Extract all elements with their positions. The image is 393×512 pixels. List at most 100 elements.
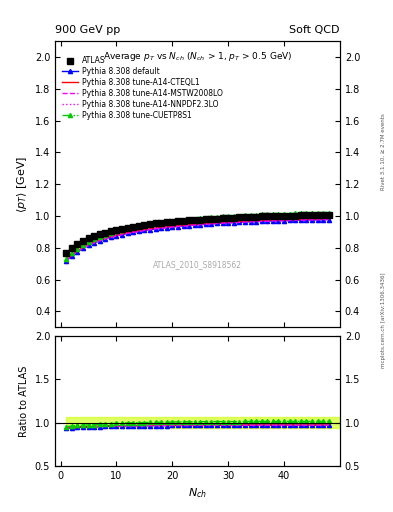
Pythia 8.308 default [220, 220, 225, 226]
ATLAS [293, 212, 298, 219]
Pythia 8.308 tune-A14-CTEQL1 [153, 225, 158, 231]
Pythia 8.308 tune-A14-NNPDF2.3LO [209, 221, 214, 227]
Pythia 8.308 default [125, 230, 130, 237]
ATLAS [287, 212, 292, 219]
Pythia 8.308 tune-A14-MSTW2008LO [237, 219, 242, 225]
Pythia 8.308 tune-A14-MSTW2008LO [231, 220, 236, 226]
Pythia 8.308 default [103, 236, 108, 242]
Pythia 8.308 default [136, 228, 141, 234]
ATLAS [164, 219, 169, 225]
Pythia 8.308 tune-CUETP8S1 [237, 212, 242, 219]
Pythia 8.308 tune-A14-MSTW2008LO [75, 249, 80, 255]
Pythia 8.308 tune-A14-CTEQL1 [321, 216, 325, 222]
ATLAS [220, 215, 225, 221]
Pythia 8.308 tune-A14-NNPDF2.3LO [136, 228, 141, 234]
Pythia 8.308 tune-CUETP8S1 [181, 217, 186, 223]
Pythia 8.308 tune-A14-MSTW2008LO [192, 222, 197, 228]
Pythia 8.308 default [86, 242, 91, 248]
Pythia 8.308 default [298, 217, 303, 223]
Pythia 8.308 tune-A14-MSTW2008LO [209, 221, 214, 227]
Pythia 8.308 tune-A14-MSTW2008LO [293, 217, 298, 223]
Pythia 8.308 tune-CUETP8S1 [86, 239, 91, 245]
Text: Soft QCD: Soft QCD [290, 25, 340, 35]
Pythia 8.308 tune-A14-MSTW2008LO [103, 236, 108, 242]
Pythia 8.308 tune-CUETP8S1 [293, 210, 298, 217]
Pythia 8.308 tune-A14-NNPDF2.3LO [120, 231, 125, 238]
Pythia 8.308 tune-A14-CTEQL1 [248, 218, 253, 224]
ATLAS [136, 223, 141, 229]
Pythia 8.308 tune-A14-MSTW2008LO [270, 218, 275, 224]
Pythia 8.308 tune-A14-CTEQL1 [148, 226, 152, 232]
Pythia 8.308 tune-A14-CTEQL1 [315, 216, 320, 222]
Pythia 8.308 tune-A14-MSTW2008LO [315, 217, 320, 223]
ATLAS [148, 221, 152, 227]
ATLAS [215, 216, 219, 222]
Pythia 8.308 tune-A14-NNPDF2.3LO [220, 220, 225, 226]
Pythia 8.308 tune-CUETP8S1 [97, 234, 102, 240]
ATLAS [142, 222, 147, 228]
Pythia 8.308 tune-A14-CTEQL1 [287, 217, 292, 223]
ATLAS [114, 227, 119, 233]
Pythia 8.308 tune-CUETP8S1 [136, 223, 141, 229]
Pythia 8.308 default [142, 227, 147, 233]
Pythia 8.308 tune-A14-NNPDF2.3LO [259, 218, 264, 224]
Pythia 8.308 tune-A14-MSTW2008LO [321, 217, 325, 223]
Pythia 8.308 tune-A14-MSTW2008LO [215, 220, 219, 226]
Pythia 8.308 tune-CUETP8S1 [198, 215, 203, 221]
Pythia 8.308 tune-CUETP8S1 [75, 246, 80, 252]
Pythia 8.308 tune-CUETP8S1 [164, 218, 169, 224]
Pythia 8.308 tune-A14-MSTW2008LO [220, 220, 225, 226]
Pythia 8.308 tune-A14-NNPDF2.3LO [142, 227, 147, 233]
Pythia 8.308 tune-A14-NNPDF2.3LO [254, 218, 259, 224]
Pythia 8.308 tune-A14-MSTW2008LO [170, 224, 175, 230]
Pythia 8.308 default [187, 223, 191, 229]
Pythia 8.308 default [170, 224, 175, 230]
Pythia 8.308 tune-A14-MSTW2008LO [81, 245, 85, 251]
ATLAS [248, 214, 253, 220]
Pythia 8.308 default [192, 222, 197, 228]
Pythia 8.308 tune-CUETP8S1 [265, 211, 270, 217]
Pythia 8.308 tune-A14-MSTW2008LO [64, 258, 68, 264]
Pythia 8.308 tune-A14-MSTW2008LO [114, 233, 119, 239]
Pythia 8.308 tune-A14-NNPDF2.3LO [315, 217, 320, 223]
Pythia 8.308 tune-A14-CTEQL1 [304, 216, 309, 222]
Pythia 8.308 tune-A14-MSTW2008LO [125, 230, 130, 237]
Pythia 8.308 default [310, 217, 314, 223]
Pythia 8.308 tune-A14-CTEQL1 [215, 220, 219, 226]
Pythia 8.308 default [164, 225, 169, 231]
Pythia 8.308 tune-A14-MSTW2008LO [254, 219, 259, 225]
ATLAS [198, 217, 203, 223]
Pythia 8.308 tune-A14-CTEQL1 [86, 242, 91, 248]
ATLAS [131, 224, 136, 230]
Text: ATLAS_2010_S8918562: ATLAS_2010_S8918562 [153, 260, 242, 269]
Pythia 8.308 tune-CUETP8S1 [321, 209, 325, 216]
ATLAS [259, 214, 264, 220]
Y-axis label: Ratio to ATLAS: Ratio to ATLAS [19, 365, 29, 437]
Text: mcplots.cern.ch [arXiv:1306.3436]: mcplots.cern.ch [arXiv:1306.3436] [381, 272, 386, 368]
Pythia 8.308 tune-A14-MSTW2008LO [276, 218, 281, 224]
Pythia 8.308 tune-A14-MSTW2008LO [204, 221, 208, 227]
Line: Pythia 8.308 tune-A14-NNPDF2.3LO: Pythia 8.308 tune-A14-NNPDF2.3LO [66, 219, 329, 261]
Pythia 8.308 tune-CUETP8S1 [176, 217, 180, 223]
Pythia 8.308 tune-A14-CTEQL1 [142, 227, 147, 233]
Pythia 8.308 tune-A14-CTEQL1 [97, 237, 102, 243]
Pythia 8.308 default [176, 223, 180, 229]
Pythia 8.308 tune-A14-MSTW2008LO [97, 238, 102, 244]
Pythia 8.308 tune-A14-MSTW2008LO [282, 218, 286, 224]
Pythia 8.308 tune-CUETP8S1 [209, 214, 214, 220]
Text: 900 GeV pp: 900 GeV pp [55, 25, 120, 35]
Pythia 8.308 tune-A14-CTEQL1 [108, 233, 113, 240]
Pythia 8.308 tune-CUETP8S1 [282, 211, 286, 217]
Pythia 8.308 default [198, 222, 203, 228]
Pythia 8.308 tune-A14-MSTW2008LO [70, 253, 74, 259]
Line: Pythia 8.308 tune-CUETP8S1: Pythia 8.308 tune-CUETP8S1 [64, 210, 331, 261]
Pythia 8.308 default [231, 220, 236, 226]
Pythia 8.308 default [248, 219, 253, 225]
ATLAS [86, 235, 91, 241]
Pythia 8.308 tune-CUETP8S1 [231, 213, 236, 219]
ATLAS [270, 213, 275, 219]
Pythia 8.308 default [148, 227, 152, 233]
Pythia 8.308 tune-CUETP8S1 [287, 210, 292, 217]
Pythia 8.308 tune-A14-CTEQL1 [159, 224, 163, 230]
Pythia 8.308 tune-CUETP8S1 [276, 211, 281, 217]
